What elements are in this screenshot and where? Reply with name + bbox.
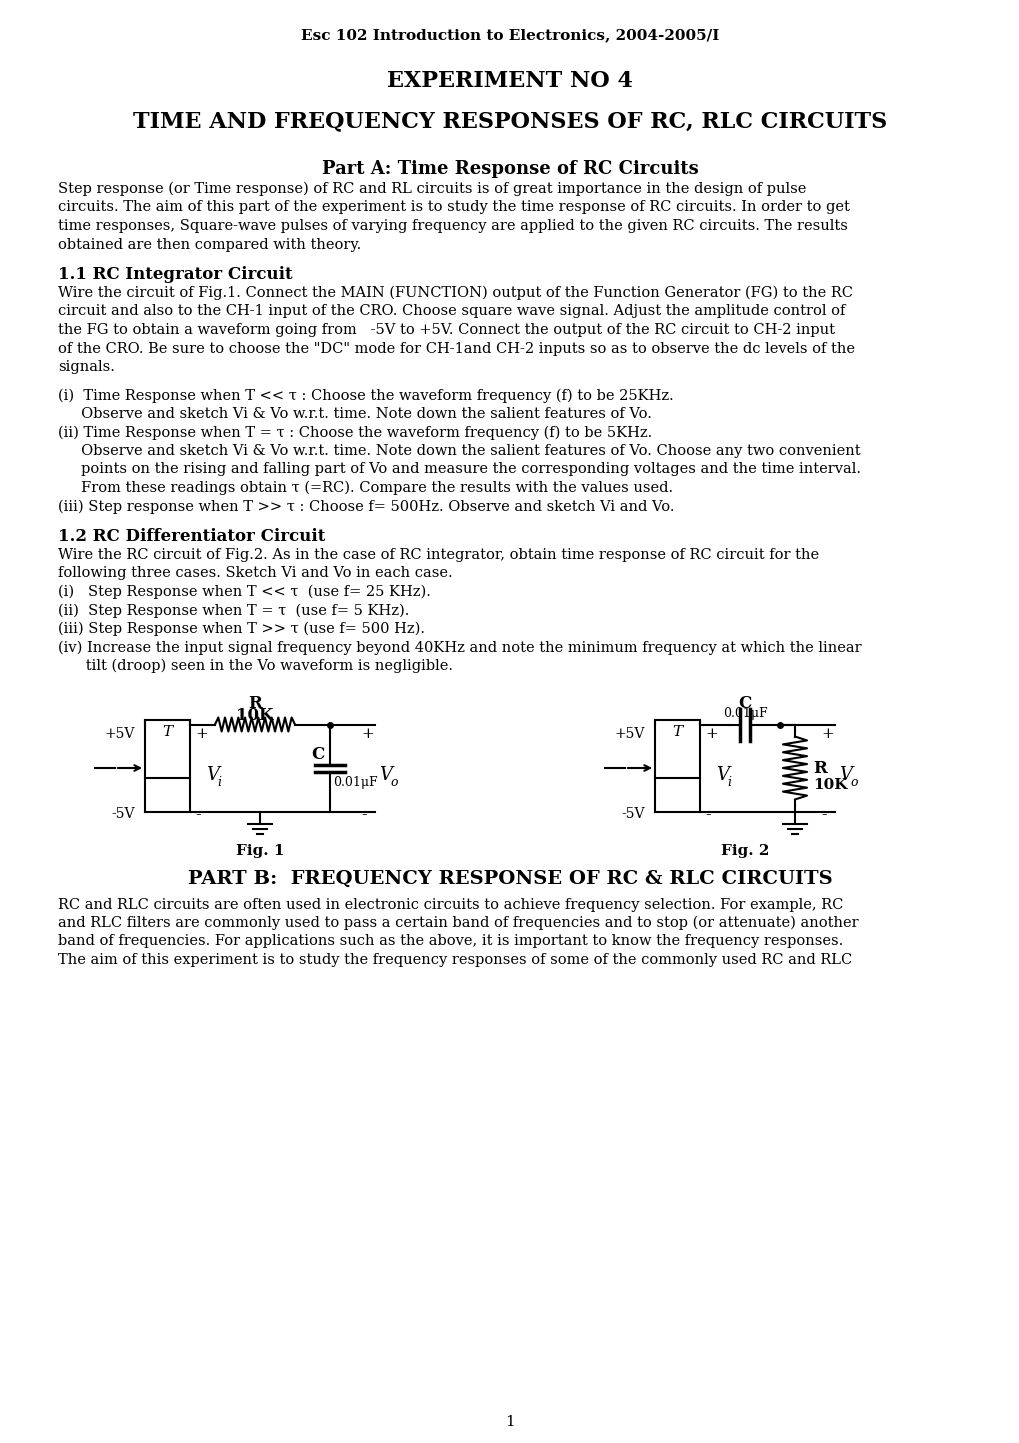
Text: V: V: [839, 766, 851, 784]
Text: Observe and sketch Vi & Vo w.r.t. time. Note down the salient features of Vo.: Observe and sketch Vi & Vo w.r.t. time. …: [58, 407, 651, 421]
Text: +: +: [704, 726, 717, 740]
Text: circuits. The aim of this part of the experiment is to study the time response o: circuits. The aim of this part of the ex…: [58, 201, 849, 215]
Text: C: C: [738, 694, 751, 711]
Text: PART B:  FREQUENCY RESPONSE OF RC & RLC CIRCUITS: PART B: FREQUENCY RESPONSE OF RC & RLC C…: [187, 870, 832, 887]
Text: 1.2 RC Differentiator Circuit: 1.2 RC Differentiator Circuit: [58, 528, 325, 545]
Text: 1: 1: [504, 1416, 515, 1429]
Text: (iii) Step response when T >> τ : Choose f= 500Hz. Observe and sketch Vi and Vo.: (iii) Step response when T >> τ : Choose…: [58, 499, 674, 514]
Text: signals.: signals.: [58, 359, 115, 374]
Text: -: -: [704, 807, 710, 824]
Text: (i)   Step Response when T << τ  (use f= 25 KHz).: (i) Step Response when T << τ (use f= 25…: [58, 584, 430, 599]
Text: the FG to obtain a waveform going from   -5V to +5V. Connect the output of the R: the FG to obtain a waveform going from -…: [58, 323, 835, 338]
Text: Part A: Time Response of RC Circuits: Part A: Time Response of RC Circuits: [321, 160, 698, 177]
Text: -5V: -5V: [621, 807, 644, 821]
Text: V: V: [715, 766, 729, 784]
Text: From these readings obtain τ (=RC). Compare the results with the values used.: From these readings obtain τ (=RC). Comp…: [58, 481, 673, 495]
Text: obtained are then compared with theory.: obtained are then compared with theory.: [58, 238, 361, 251]
Text: The aim of this experiment is to study the frequency responses of some of the co: The aim of this experiment is to study t…: [58, 952, 852, 967]
Text: 10K: 10K: [812, 778, 847, 792]
Text: Observe and sketch Vi & Vo w.r.t. time. Note down the salient features of Vo. Ch: Observe and sketch Vi & Vo w.r.t. time. …: [58, 444, 860, 457]
Text: V: V: [379, 766, 391, 784]
Text: T: T: [672, 724, 682, 739]
Text: -: -: [195, 807, 201, 824]
Text: (ii) Time Response when T = τ : Choose the waveform frequency (f) to be 5KHz.: (ii) Time Response when T = τ : Choose t…: [58, 426, 651, 440]
Bar: [654, 720, 699, 778]
Text: (i)  Time Response when T << τ : Choose the waveform frequency (f) to be 25KHz.: (i) Time Response when T << τ : Choose t…: [58, 388, 674, 403]
Text: R: R: [812, 760, 826, 776]
Text: o: o: [389, 776, 397, 789]
Text: -: -: [820, 807, 825, 824]
Text: +: +: [820, 726, 833, 740]
Text: TIME AND FREQUENCY RESPONSES OF RC, RLC CIRCUITS: TIME AND FREQUENCY RESPONSES OF RC, RLC …: [132, 110, 887, 131]
Text: of the CRO. Be sure to choose the "DC" mode for CH-1and CH-2 inputs so as to obs: of the CRO. Be sure to choose the "DC" m…: [58, 342, 854, 355]
Text: Wire the RC circuit of Fig.2. As in the case of RC integrator, obtain time respo: Wire the RC circuit of Fig.2. As in the …: [58, 548, 818, 561]
Text: tilt (droop) seen in the Vo waveform is negligible.: tilt (droop) seen in the Vo waveform is …: [58, 659, 452, 674]
Text: i: i: [217, 776, 221, 789]
Text: +5V: +5V: [105, 726, 135, 740]
Text: EXPERIMENT NO 4: EXPERIMENT NO 4: [386, 71, 633, 92]
Text: time responses, Square-wave pulses of varying frequency are applied to the given: time responses, Square-wave pulses of va…: [58, 219, 847, 232]
Text: (iii) Step Response when T >> τ (use f= 500 Hz).: (iii) Step Response when T >> τ (use f= …: [58, 622, 425, 636]
Bar: [145, 720, 190, 778]
Text: 0.01μF: 0.01μF: [722, 707, 766, 720]
Text: (iv) Increase the input signal frequency beyond 40KHz and note the minimum frequ: (iv) Increase the input signal frequency…: [58, 641, 861, 655]
Text: points on the rising and falling part of Vo and measure the corresponding voltag: points on the rising and falling part of…: [58, 463, 860, 476]
Text: and RLC filters are commonly used to pass a certain band of frequencies and to s: and RLC filters are commonly used to pas…: [58, 916, 858, 931]
Text: -: -: [361, 807, 366, 824]
Text: i: i: [727, 776, 731, 789]
Text: following three cases. Sketch Vi and Vo in each case.: following three cases. Sketch Vi and Vo …: [58, 567, 452, 580]
Text: 10K: 10K: [236, 707, 273, 723]
Text: V: V: [206, 766, 219, 784]
Text: Fig. 2: Fig. 2: [720, 844, 768, 859]
Text: -5V: -5V: [111, 807, 135, 821]
Text: 0.01μF: 0.01μF: [332, 776, 377, 789]
Text: Step response (or Time response) of RC and RL circuits is of great importance in: Step response (or Time response) of RC a…: [58, 182, 806, 196]
Text: band of frequencies. For applications such as the above, it is important to know: band of frequencies. For applications su…: [58, 935, 843, 948]
Text: Wire the circuit of Fig.1. Connect the MAIN (FUNCTION) output of the Function Ge: Wire the circuit of Fig.1. Connect the M…: [58, 286, 852, 300]
Text: +5V: +5V: [614, 726, 644, 740]
Text: T: T: [162, 724, 172, 739]
Text: 1.1 RC Integrator Circuit: 1.1 RC Integrator Circuit: [58, 266, 292, 283]
Text: Fig. 1: Fig. 1: [235, 844, 284, 859]
Text: C: C: [311, 746, 324, 763]
Text: +: +: [195, 726, 208, 740]
Text: RC and RLC circuits are often used in electronic circuits to achieve frequency s: RC and RLC circuits are often used in el…: [58, 898, 843, 912]
Text: R: R: [248, 694, 262, 711]
Text: +: +: [361, 726, 373, 740]
Text: circuit and also to the CH-1 input of the CRO. Choose square wave signal. Adjust: circuit and also to the CH-1 input of th…: [58, 304, 845, 319]
Text: (ii)  Step Response when T = τ  (use f= 5 KHz).: (ii) Step Response when T = τ (use f= 5 …: [58, 603, 409, 618]
Text: o: o: [849, 776, 857, 789]
Text: Esc 102 Introduction to Electronics, 2004-2005/I: Esc 102 Introduction to Electronics, 200…: [301, 27, 718, 42]
